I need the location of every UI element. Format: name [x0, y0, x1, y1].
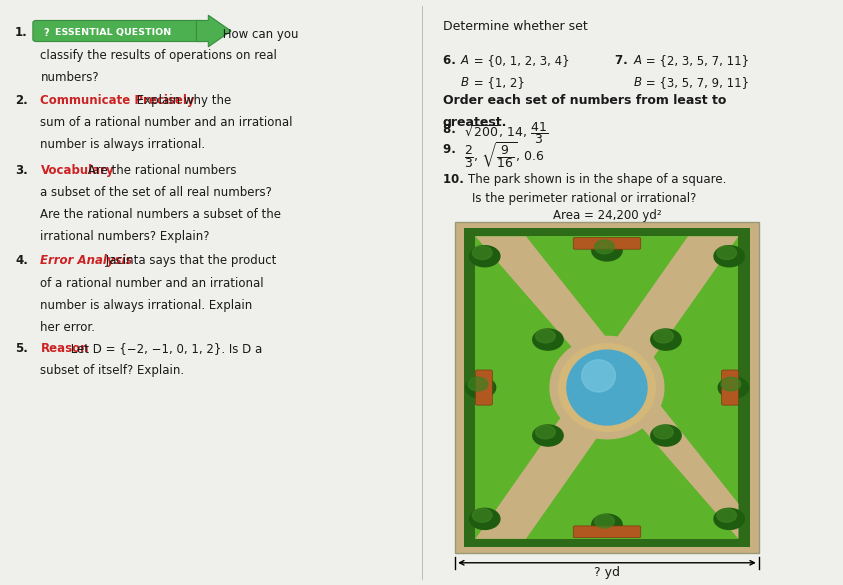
Circle shape — [533, 329, 563, 350]
FancyBboxPatch shape — [573, 238, 641, 249]
FancyBboxPatch shape — [475, 236, 738, 539]
Circle shape — [594, 514, 615, 528]
Text: Are the rational numbers a subset of the: Are the rational numbers a subset of the — [40, 208, 282, 221]
Text: ? yd: ? yd — [594, 566, 620, 579]
Text: sum of a rational number and an irrational: sum of a rational number and an irration… — [40, 116, 293, 129]
Text: of a rational number and an irrational: of a rational number and an irrational — [40, 277, 264, 290]
Circle shape — [721, 377, 741, 391]
Circle shape — [470, 508, 500, 529]
Text: = {0, 1, 2, 3, 4}: = {0, 1, 2, 3, 4} — [470, 54, 569, 67]
Text: greatest.: greatest. — [443, 116, 507, 129]
Text: ESSENTIAL QUESTION: ESSENTIAL QUESTION — [55, 28, 171, 37]
Text: Reason: Reason — [40, 342, 89, 355]
Text: 10.: 10. — [443, 173, 468, 185]
Polygon shape — [475, 236, 738, 539]
Circle shape — [651, 329, 681, 350]
Circle shape — [714, 508, 744, 529]
Text: her error.: her error. — [40, 321, 95, 334]
Text: 3.: 3. — [15, 164, 28, 177]
Text: Error Analysis: Error Analysis — [40, 254, 133, 267]
Ellipse shape — [550, 336, 664, 439]
Text: Is the perimeter rational or irrational?: Is the perimeter rational or irrational? — [472, 192, 696, 205]
Text: irrational numbers? Explain?: irrational numbers? Explain? — [40, 230, 210, 243]
Polygon shape — [475, 236, 738, 539]
Circle shape — [465, 377, 496, 398]
Circle shape — [472, 246, 492, 260]
Text: subset of itself? Explain.: subset of itself? Explain. — [40, 364, 185, 377]
Text: classify the results of operations on real: classify the results of operations on re… — [40, 49, 277, 61]
Text: ?: ? — [43, 28, 49, 38]
Ellipse shape — [582, 360, 615, 392]
Text: The park shown is in the shape of a square.: The park shown is in the shape of a squa… — [468, 173, 726, 185]
Ellipse shape — [566, 350, 647, 425]
Text: 2.: 2. — [15, 94, 28, 106]
Text: = {1, 2}: = {1, 2} — [470, 76, 524, 89]
Text: Are the rational numbers: Are the rational numbers — [84, 164, 237, 177]
Text: number is always irrational. Explain: number is always irrational. Explain — [40, 299, 253, 312]
Circle shape — [714, 246, 744, 267]
Circle shape — [592, 240, 622, 261]
Text: 4.: 4. — [15, 254, 28, 267]
FancyBboxPatch shape — [722, 370, 738, 405]
Text: $\dfrac{2}{3}$, $\sqrt{\dfrac{9}{16}}$, 0.6: $\dfrac{2}{3}$, $\sqrt{\dfrac{9}{16}}$, … — [464, 140, 545, 170]
Text: 5.: 5. — [15, 342, 28, 355]
Text: number is always irrational.: number is always irrational. — [40, 138, 206, 151]
FancyBboxPatch shape — [196, 15, 231, 47]
Text: 1.: 1. — [15, 26, 28, 39]
Text: numbers?: numbers? — [40, 71, 99, 84]
Text: = {2, 3, 5, 7, 11}: = {2, 3, 5, 7, 11} — [642, 54, 749, 67]
Text: A: A — [461, 54, 469, 67]
Text: Communicate Precisely: Communicate Precisely — [40, 94, 195, 106]
Text: 8.: 8. — [443, 123, 459, 136]
Circle shape — [535, 329, 556, 343]
Circle shape — [653, 329, 674, 343]
Circle shape — [653, 425, 674, 439]
Text: a subset of the set of all real numbers?: a subset of the set of all real numbers? — [40, 186, 272, 199]
Text: Vocabulary: Vocabulary — [40, 164, 114, 177]
Text: 7.: 7. — [615, 54, 632, 67]
Text: Determine whether set: Determine whether set — [443, 20, 591, 33]
Text: A: A — [634, 54, 642, 67]
Circle shape — [535, 425, 556, 439]
Text: $\sqrt{200}$, 14, $\dfrac{41}{3}$: $\sqrt{200}$, 14, $\dfrac{41}{3}$ — [464, 120, 548, 146]
FancyBboxPatch shape — [475, 370, 492, 405]
Ellipse shape — [558, 344, 656, 432]
FancyBboxPatch shape — [573, 526, 641, 538]
FancyBboxPatch shape — [455, 222, 759, 553]
Text: B: B — [461, 76, 469, 89]
Circle shape — [594, 240, 615, 254]
Circle shape — [651, 425, 681, 446]
Text: Let D = {−2, −1, 0, 1, 2}. Is D a: Let D = {−2, −1, 0, 1, 2}. Is D a — [67, 342, 262, 355]
FancyBboxPatch shape — [33, 20, 204, 42]
Circle shape — [470, 246, 500, 267]
Text: 6.: 6. — [443, 54, 459, 67]
Circle shape — [717, 508, 737, 522]
FancyBboxPatch shape — [464, 228, 750, 547]
Circle shape — [718, 377, 749, 398]
Circle shape — [468, 377, 488, 391]
Text: Area = 24,200 yd²: Area = 24,200 yd² — [553, 209, 661, 222]
Text: How can you: How can you — [219, 28, 298, 41]
Circle shape — [717, 246, 737, 260]
Circle shape — [533, 425, 563, 446]
Text: B: B — [634, 76, 642, 89]
Text: Order each set of numbers from least to: Order each set of numbers from least to — [443, 94, 726, 106]
Text: Jacinta says that the product: Jacinta says that the product — [102, 254, 277, 267]
Text: = {3, 5, 7, 9, 11}: = {3, 5, 7, 9, 11} — [642, 76, 749, 89]
Text: Explain why the: Explain why the — [132, 94, 231, 106]
Circle shape — [592, 514, 622, 535]
Circle shape — [472, 508, 492, 522]
Text: 9.: 9. — [443, 143, 459, 156]
